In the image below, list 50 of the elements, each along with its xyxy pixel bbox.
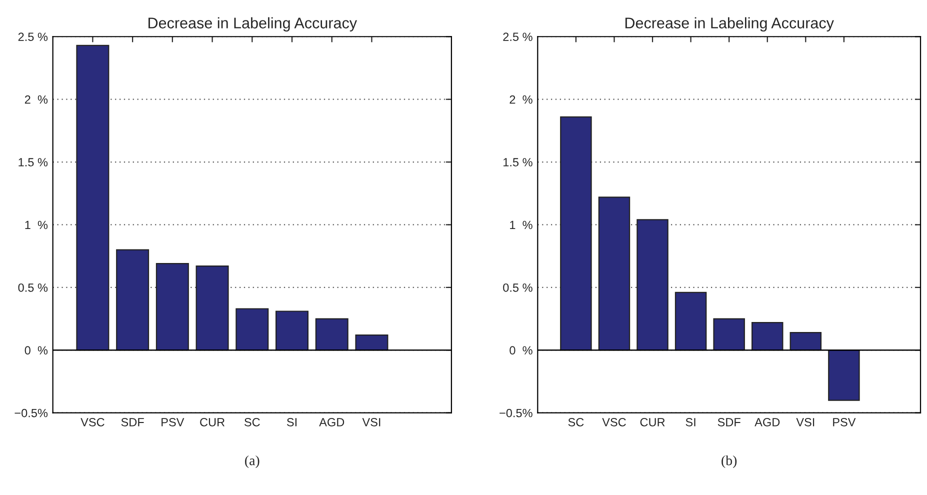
x-tick-label: PSV [162,418,184,426]
text: (a) [245,455,260,468]
chart-title: Decrease in Labeling Accuracy [625,17,834,32]
bar [315,318,348,351]
y-tick-label: 1.5 % [18,158,48,166]
x-tick-label: CUR [640,418,665,426]
x-tick-label: VSI [362,418,380,426]
bar [598,196,630,351]
x-tick-label: CUR [200,418,225,426]
x-tick-label: VSC [602,418,626,426]
x-tick-label: AGD [319,418,344,426]
x-tick-label: VSC [80,418,104,426]
y-tick-label: −0.5% [14,408,48,418]
bar [76,44,110,351]
bar [560,116,592,351]
y-tick-label: 2 % [24,95,48,104]
bar [828,350,860,401]
x-tick-label: SI [286,418,296,426]
bar [116,249,150,351]
x-tick-label: SDF [718,418,740,426]
y-tick-label: 0 % [510,346,532,355]
y-tick-label: 0 % [24,346,48,355]
y-tick-label: 0.5 % [18,283,48,292]
y-tick-label: 1.5 % [504,158,532,166]
text: (b) [722,455,737,468]
x-tick-label: SC [568,418,584,426]
x-tick-label: SC [244,418,260,426]
bar [276,310,309,351]
bar [713,318,745,351]
y-tick-label: −0.5% [500,408,532,418]
y-tick-label: 1 % [510,220,532,230]
x-tick-label: SDF [121,418,144,426]
x-tick-label: AGD [754,418,780,426]
x-tick-label: PSV [833,418,856,426]
y-tick-label: 2.5 % [503,32,532,42]
y-tick-label: 2 % [510,95,532,104]
y-tick-label: 2.5 % [18,32,48,42]
x-tick-label: SI [686,418,696,426]
bar [636,219,668,351]
y-tick-label: 0.5 % [503,283,532,292]
bar [196,266,229,351]
bar [156,263,189,351]
y-tick-label: 1 % [25,220,48,230]
x-tick-label: VSI [796,418,814,426]
bar [355,334,388,351]
bar [674,292,707,351]
chart-title: Decrease in Labeling Accuracy [148,17,358,32]
bar [752,322,784,351]
bar [236,308,269,351]
bar [790,332,822,351]
